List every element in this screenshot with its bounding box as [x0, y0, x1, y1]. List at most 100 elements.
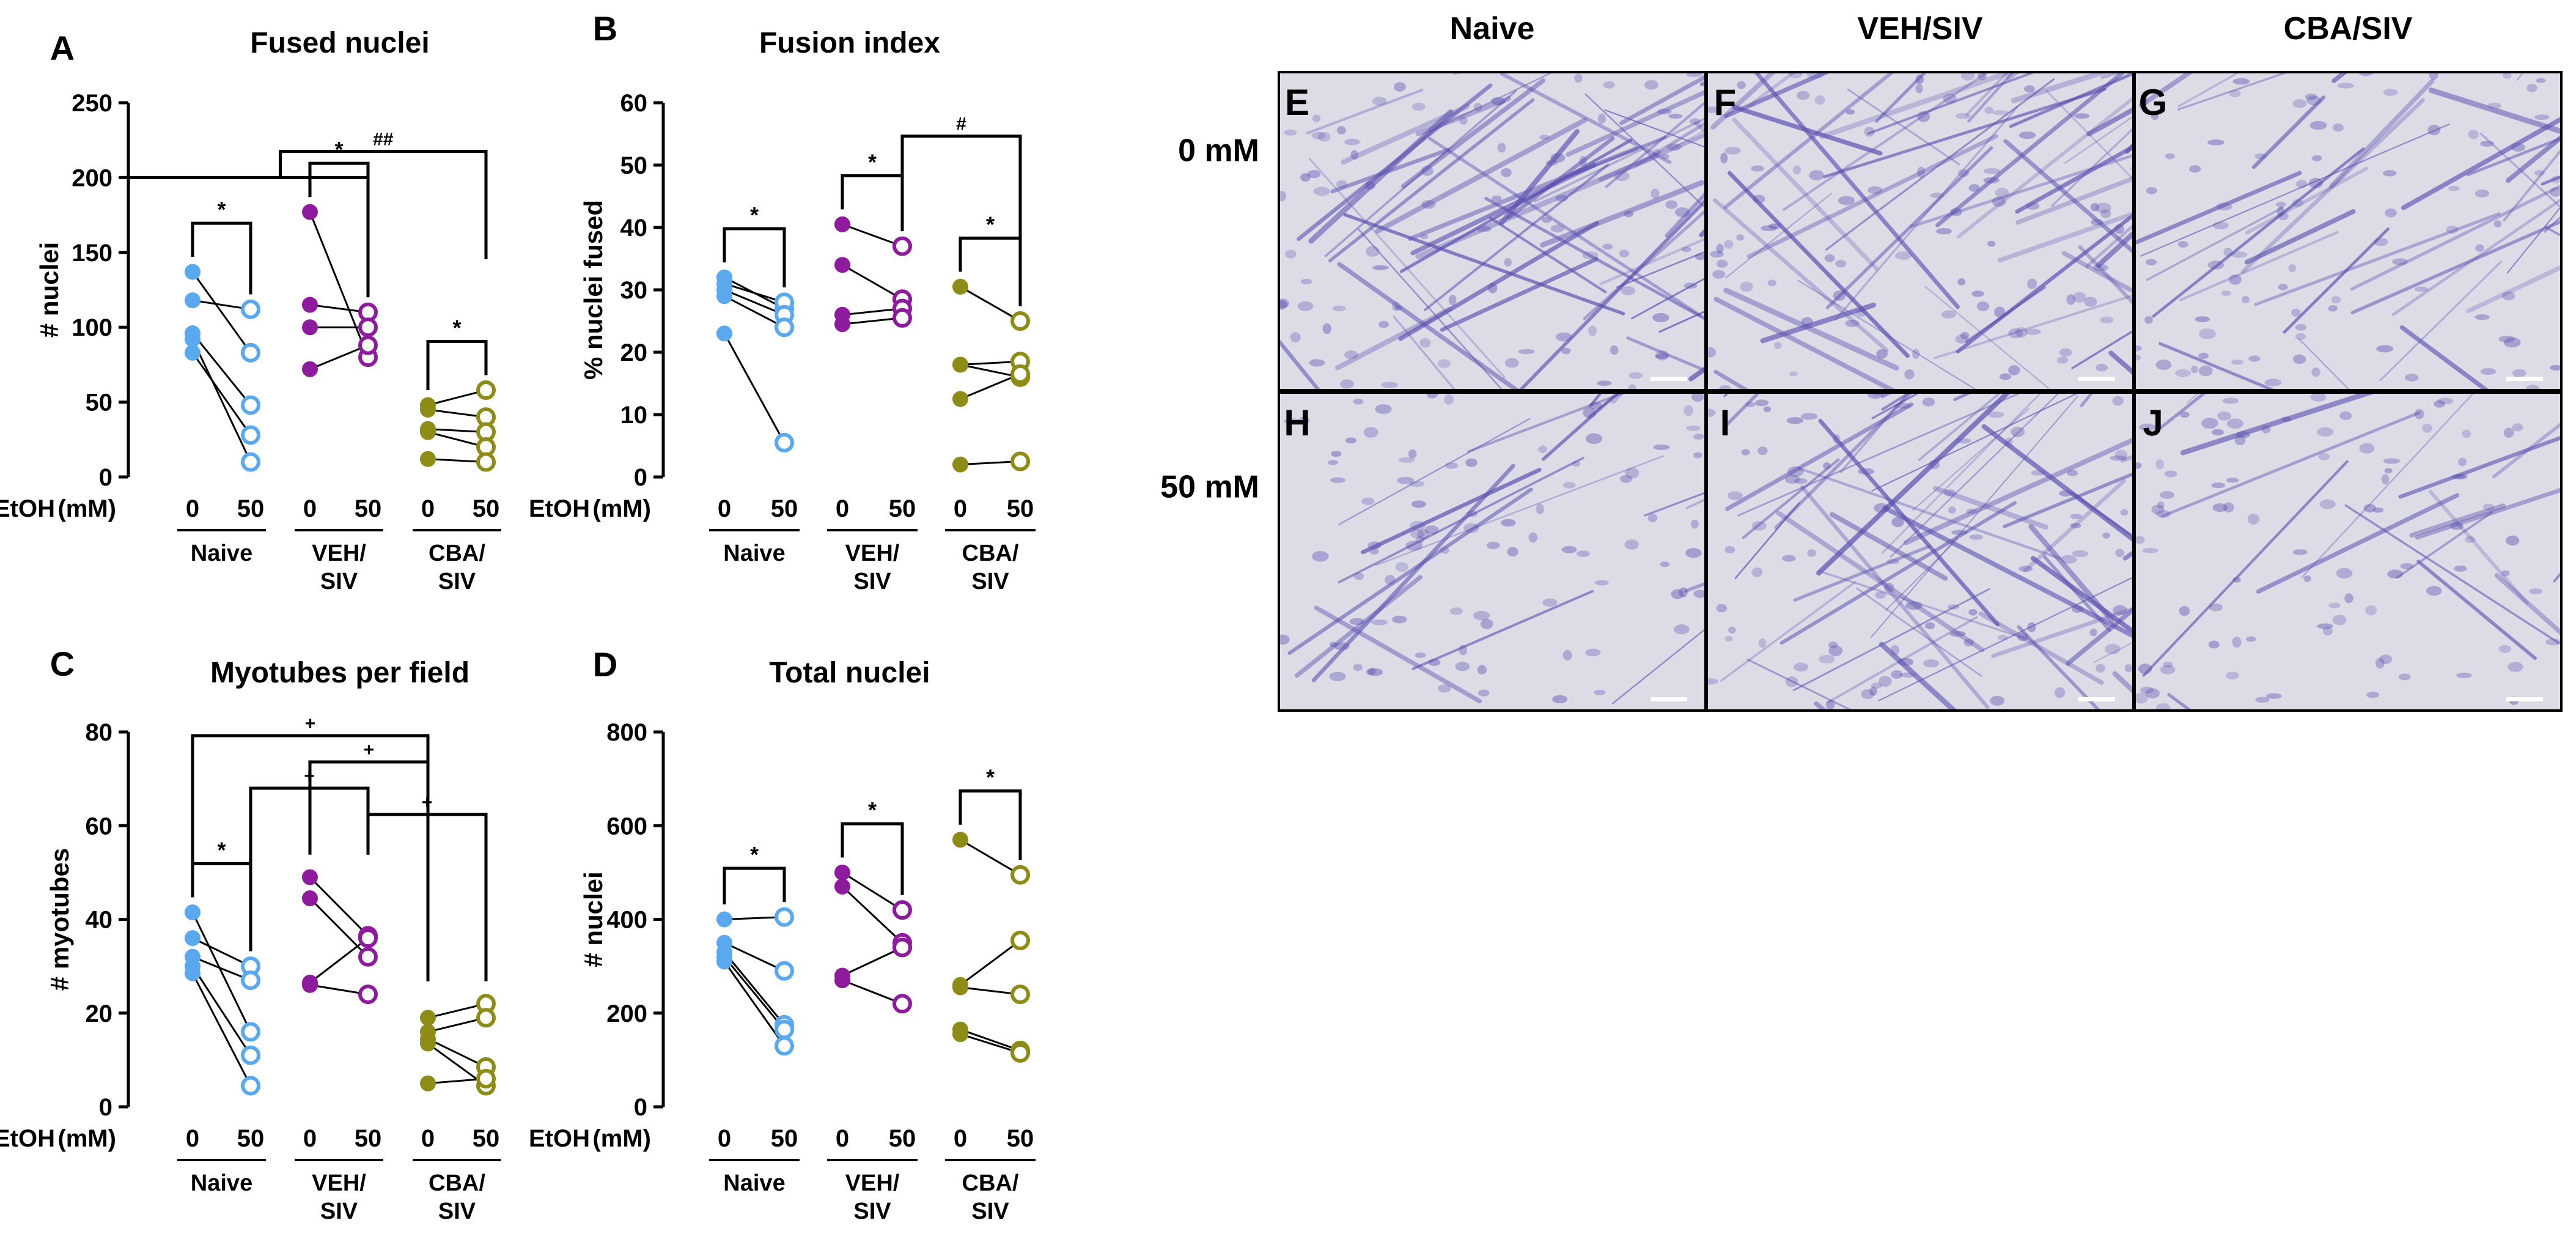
cell-nucleus	[2163, 661, 2173, 668]
cell-nucleus	[1597, 113, 1606, 124]
myotube-fiber	[1746, 134, 1998, 259]
column-title: VEH/SIV	[1857, 11, 1982, 46]
cell-nucleus	[2498, 645, 2511, 653]
pair-line	[724, 283, 785, 303]
myotube-fiber	[2516, 72, 2525, 81]
myotube-fiber	[2544, 226, 2561, 237]
micrograph-cells	[2135, 72, 2561, 390]
significance-symbol: +	[305, 714, 316, 734]
cell-nucleus	[2475, 314, 2490, 320]
significance-symbol: *	[986, 765, 995, 790]
cell-nucleus	[2278, 284, 2288, 290]
cell-nucleus	[1948, 506, 1956, 514]
micrograph-i: I	[1706, 391, 2135, 712]
cell-nucleus	[1652, 312, 1669, 322]
point-0mm	[834, 972, 850, 989]
cell-nucleus	[2508, 662, 2523, 672]
group-label: SIV	[971, 1199, 1009, 1224]
y-tick-label: 0	[99, 1094, 112, 1121]
cell-nucleus	[2310, 393, 2327, 402]
y-tick-label: 100	[72, 314, 112, 341]
x-row-label-etoh: EtOH	[529, 495, 590, 522]
dose-label: 50	[771, 495, 798, 522]
cell-nucleus	[2246, 636, 2256, 642]
cell-nucleus	[1459, 116, 1468, 125]
myotube-fiber	[1776, 511, 1985, 652]
myotube-fiber	[1816, 393, 2012, 576]
cell-nucleus	[1720, 152, 1728, 164]
cell-nucleus	[1767, 279, 1777, 287]
group-label: VEH/	[312, 541, 366, 566]
micrograph-g: G	[2133, 71, 2563, 391]
myotube-fiber	[1612, 627, 1706, 704]
pair-line	[191, 271, 252, 353]
cell-nucleus	[2145, 688, 2160, 699]
pair-line	[191, 966, 252, 1056]
myotube-fiber	[1817, 570, 2028, 640]
cell-nucleus	[1602, 243, 1613, 250]
series-naive	[716, 269, 794, 453]
y-tick-label: 150	[72, 240, 112, 267]
group-label: Naive	[723, 541, 785, 566]
significance-between: +	[308, 740, 430, 981]
cell-nucleus	[2231, 360, 2243, 365]
cell-nucleus	[2232, 637, 2242, 648]
cell-nucleus	[2217, 411, 2231, 421]
series-cba_siv	[420, 994, 496, 1096]
cell-nucleus	[1449, 607, 1463, 615]
point-50mm	[241, 1045, 260, 1065]
group-label: CBA/	[429, 541, 485, 566]
y-tick-label: 20	[620, 339, 648, 366]
y-axis-label: # nuclei	[35, 242, 64, 338]
cell-nucleus	[1366, 668, 1383, 676]
cell-nucleus	[2337, 83, 2354, 89]
series-cba_siv	[952, 832, 1030, 1063]
cell-nucleus	[1876, 349, 1888, 359]
dose-label: 0	[186, 1125, 199, 1152]
cell-nucleus	[1585, 648, 1601, 657]
cell-nucleus	[1814, 95, 1825, 105]
cell-nucleus	[1603, 81, 1615, 89]
myotube-fiber	[2177, 72, 2241, 108]
myotube-fiber	[2429, 489, 2529, 605]
cell-nucleus	[2018, 131, 2036, 139]
dose-label: 0	[718, 495, 731, 522]
micrograph-background	[1279, 72, 1706, 390]
cell-nucleus	[1895, 251, 1912, 260]
cell-nucleus	[1421, 200, 1436, 209]
significance-bracket	[191, 862, 252, 951]
cell-nucleus	[1789, 371, 1798, 377]
myotube-fiber	[2112, 671, 2133, 695]
cell-nucleus	[1437, 359, 1451, 368]
cell-nucleus	[1751, 521, 1767, 531]
myotube-fiber	[1720, 581, 1857, 682]
panel-letter: J	[2143, 402, 2163, 443]
myotube-fiber	[1903, 437, 2133, 545]
column-title: CBA/SIV	[2284, 11, 2413, 46]
cell-nucleus	[2124, 664, 2133, 673]
myotube-fiber	[1393, 316, 1457, 390]
panel-letter: B	[593, 9, 617, 48]
cell-nucleus	[1653, 149, 1661, 157]
series-veh_siv	[302, 869, 378, 1005]
group-label: SIV	[438, 569, 476, 594]
pair-line	[842, 264, 903, 300]
cell-nucleus	[2074, 113, 2090, 119]
myotube-fiber	[2398, 435, 2561, 499]
point-50mm	[358, 985, 378, 1005]
cell-nucleus	[1792, 165, 1801, 175]
cell-nucleus	[1300, 173, 1311, 182]
cell-nucleus	[1797, 91, 1810, 100]
cell-nucleus	[2295, 333, 2306, 340]
myotube-fiber	[2167, 693, 2193, 711]
pair-line	[842, 979, 903, 1005]
cell-nucleus	[1884, 582, 1894, 593]
myotube-fiber	[1997, 211, 2133, 263]
cell-nucleus	[1372, 265, 1389, 270]
myotube-fiber	[1311, 464, 1515, 682]
cell-nucleus	[1628, 372, 1643, 379]
cell-nucleus	[2201, 418, 2218, 429]
myotube-fiber	[1754, 72, 1960, 309]
cell-nucleus	[1787, 466, 1804, 477]
